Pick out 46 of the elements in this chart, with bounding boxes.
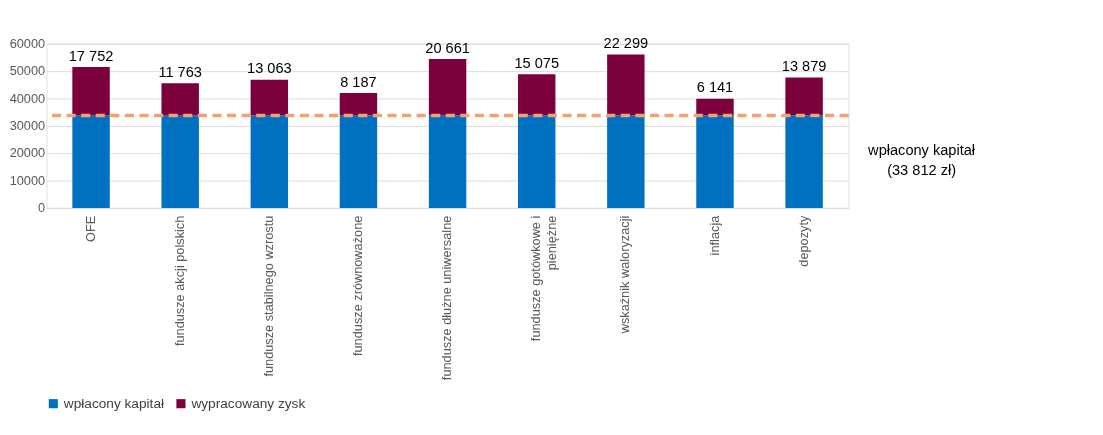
bar [517,115,556,208]
bar [161,83,199,116]
bar [339,115,378,208]
data-label: 6 141 [696,79,734,96]
y-tick-label: 10000 [9,172,46,188]
bar [785,77,823,116]
x-tick-label: wskaźnik waloryzacji [617,215,633,335]
legend-label: wpłacony kapitał [62,396,165,412]
y-tick-label: 40000 [9,90,46,106]
data-label: 13 879 [781,58,827,75]
bar [696,98,734,116]
x-tick-label: fundusze akcji polskich [171,215,187,347]
bar [696,115,734,208]
y-tick-label: 0 [38,200,46,216]
x-tick-label: fundusze stabilnego wzrostu [260,215,276,377]
data-label: 22 299 [603,35,649,52]
bar [250,115,289,208]
x-tick-label: fundusze gotówkowe i pieniężne [528,215,559,342]
x-tick-label: inflacja [706,214,722,256]
bar [785,115,823,208]
data-label: 15 075 [514,54,560,71]
x-tick-label: depozyty [795,215,811,267]
legend-label: wypracowany zysk [190,396,306,412]
bar [607,115,645,208]
bar [428,58,467,116]
y-tick-label: 50000 [9,63,46,79]
bar [250,79,289,116]
bar [72,66,110,116]
bar [517,74,556,116]
bar [161,115,199,208]
ref-line-label: wpłacony kapitał (33 812 zł) [867,142,976,179]
bar [339,93,378,116]
data-label: 8 187 [340,73,377,90]
bar [72,115,110,208]
y-tick-label: 20000 [9,145,46,161]
x-tick-label: OFE [82,215,98,242]
x-tick-label: fundusze dłużne uniwersalne [439,215,455,381]
data-label: 20 661 [425,39,470,56]
bar [428,115,467,208]
bar [607,54,645,116]
x-tick-label: fundusze zrównoważone [350,215,366,357]
y-tick-label: 30000 [9,117,46,133]
data-label: 17 752 [68,47,114,64]
data-label: 13 063 [247,60,292,77]
y-tick-label: 60000 [9,35,46,51]
data-label: 11 763 [158,63,202,80]
